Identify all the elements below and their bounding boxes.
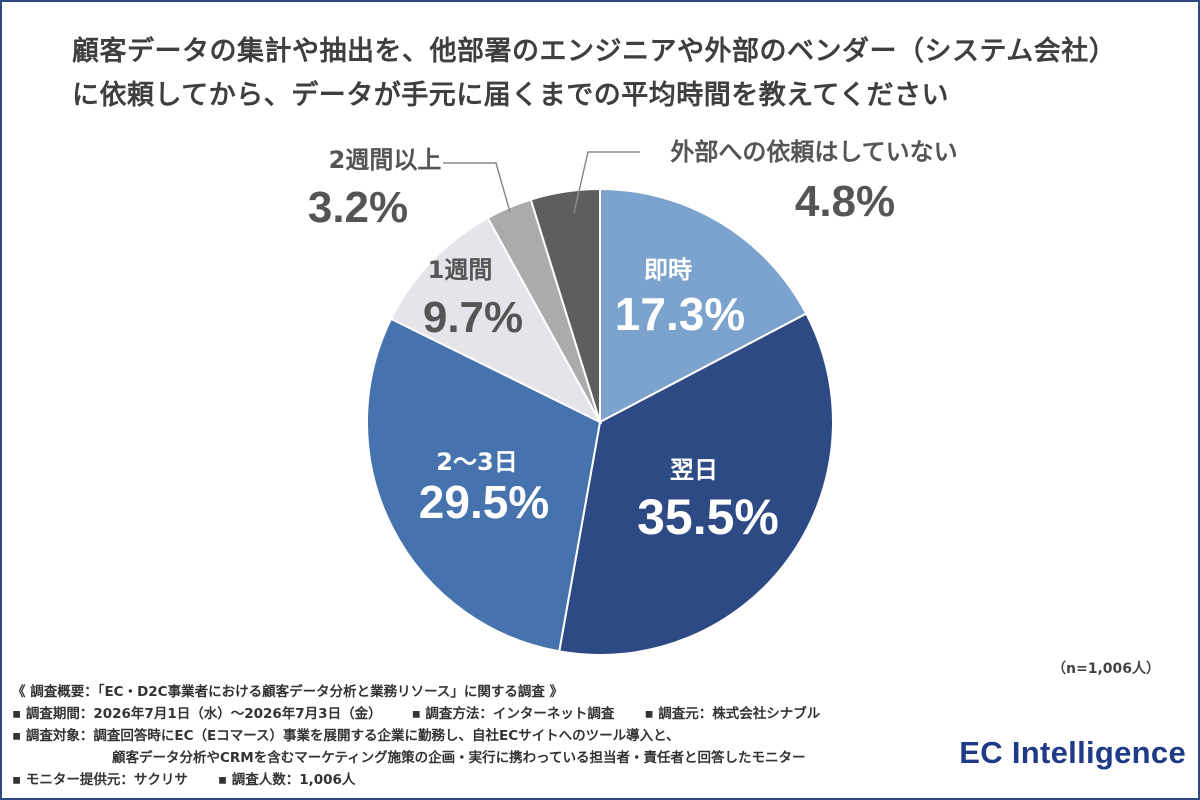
- survey-source: ▪ 調査元：株式会社シナブル: [644, 706, 821, 722]
- pie-slice-3: [389, 216, 603, 425]
- title-line-1: 顧客データの集計や抽出を、他部署のエンジニアや外部のベンダー（システム会社）: [72, 36, 1117, 67]
- survey-summary: 《 調査概要：「EC・D2C事業者における顧客データ分析と業務リソース」に関する…: [12, 684, 564, 700]
- ec-intelligence-logo: EC Intelligence: [959, 735, 1186, 770]
- pie-slice-1: [558, 312, 834, 656]
- pie-slice-2: [366, 317, 602, 653]
- slice-value-2: 29.5%: [419, 476, 549, 528]
- slice-label-5: 外部への依頼はしていない: [670, 138, 957, 166]
- survey-period: ▪ 調査期間：2026年7月1日（水）〜2026年7月3日（金）: [12, 706, 382, 722]
- slice-label-3: 1週間: [428, 256, 493, 284]
- leader-line-5: [573, 151, 640, 214]
- slice-value-0: 17.3%: [615, 288, 745, 340]
- slice-label-2: 2〜3日: [436, 448, 517, 476]
- slice-value-3: 9.7%: [423, 293, 523, 342]
- survey-provider: ▪ モニター提供元：サクリサ: [12, 772, 188, 788]
- slice-label-4: 2週間以上: [329, 146, 442, 174]
- survey-target-line-1: ▪ 調査対象：調査回答時にEC（Eコマース）事業を展開する企業に勤務し、自社EC…: [12, 728, 680, 744]
- title-line-2: に依頼してから、データが手元に届くまでの平均時間を教えてください: [72, 80, 950, 111]
- leader-line-4: [443, 162, 511, 213]
- survey-method: ▪ 調査方法：インターネット調査: [411, 706, 615, 722]
- survey-target-line-2: 顧客データ分析やCRMを含むマーケティング施策の企画・実行に携わっている担当者・…: [112, 750, 806, 766]
- survey-overview: 《 調査概要：「EC・D2C事業者における顧客データ分析と業務リソース」に関する…: [12, 681, 932, 791]
- pie-slice-5: [529, 187, 601, 423]
- slice-value-4: 3.2%: [308, 183, 408, 232]
- pie-slice-0: [599, 187, 808, 424]
- chart-title: 顧客データの集計や抽出を、他部署のエンジニアや外部のベンダー（システム会社） に…: [72, 30, 1152, 118]
- slice-label-0: 即時: [644, 256, 692, 284]
- survey-count: ▪ 調査人数：1,006人: [217, 772, 356, 788]
- sample-size-note: （n=1,006人）: [1052, 661, 1160, 677]
- survey-meta-row: ▪ 調査期間：2026年7月1日（水）〜2026年7月3日（金） ▪ 調査方法：イ…: [12, 703, 932, 725]
- slice-label-1: 翌日: [670, 456, 718, 484]
- slice-value-1: 35.5%: [637, 489, 779, 545]
- slice-value-5: 4.8%: [795, 177, 895, 226]
- survey-provider-row: ▪ モニター提供元：サクリサ ▪ 調査人数：1,006人: [12, 769, 932, 791]
